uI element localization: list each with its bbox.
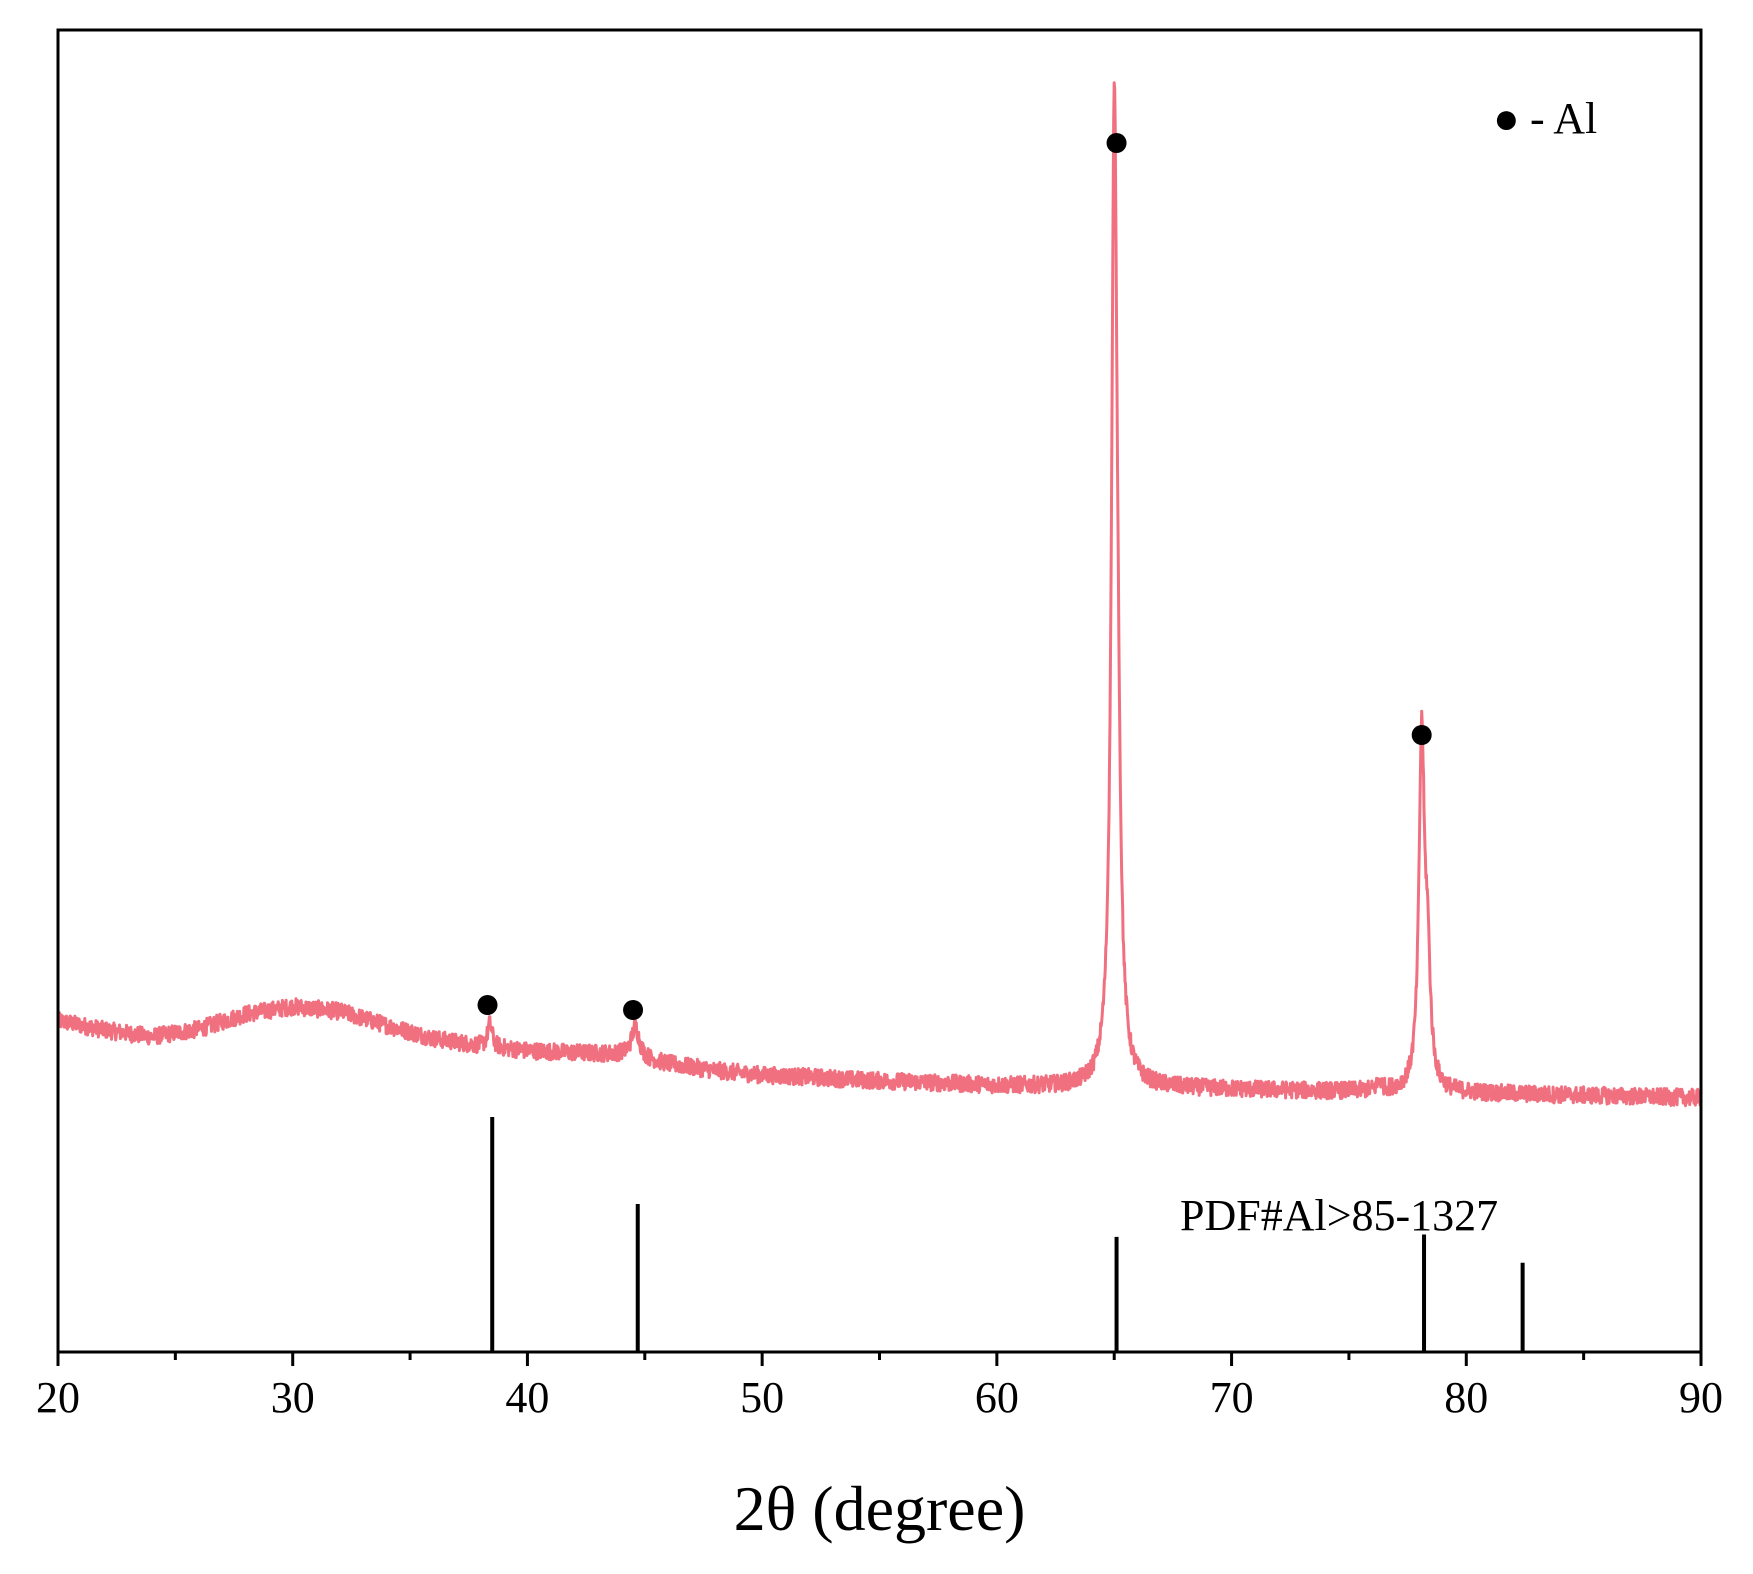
x-axis-title: 2θ (degree) xyxy=(734,1473,1026,1544)
reference-pattern-label: PDF#Al>85-1327 xyxy=(1180,1191,1498,1240)
legend-label: - Al xyxy=(1530,94,1597,143)
x-tick-label-80: 80 xyxy=(1444,1373,1488,1422)
peak-marker-2 xyxy=(1106,133,1127,153)
x-tick-label-70: 70 xyxy=(1210,1373,1254,1422)
x-tick-label-30: 30 xyxy=(271,1373,315,1422)
x-tick-label-20: 20 xyxy=(36,1373,80,1422)
x-axis-ticks xyxy=(56,1352,1703,1366)
plot-area xyxy=(56,81,1703,1352)
peak-marker-3 xyxy=(1411,725,1432,745)
legend-marker-icon: ● xyxy=(1493,94,1520,143)
reference-pattern-lines xyxy=(490,1117,1525,1352)
xrd-pattern-line xyxy=(56,81,1703,1108)
legend: ● - Al xyxy=(1493,94,1597,143)
peak-markers xyxy=(477,133,1432,1020)
plot-frame xyxy=(56,28,1703,1354)
peak-marker-1 xyxy=(623,1000,644,1020)
x-axis-tick-labels: 20 30 40 50 60 70 80 90 xyxy=(36,1373,1723,1422)
x-tick-label-90: 90 xyxy=(1679,1373,1723,1422)
peak-marker-0 xyxy=(477,995,498,1015)
x-tick-label-50: 50 xyxy=(740,1373,784,1422)
x-tick-label-40: 40 xyxy=(505,1373,549,1422)
x-tick-label-60: 60 xyxy=(975,1373,1019,1422)
